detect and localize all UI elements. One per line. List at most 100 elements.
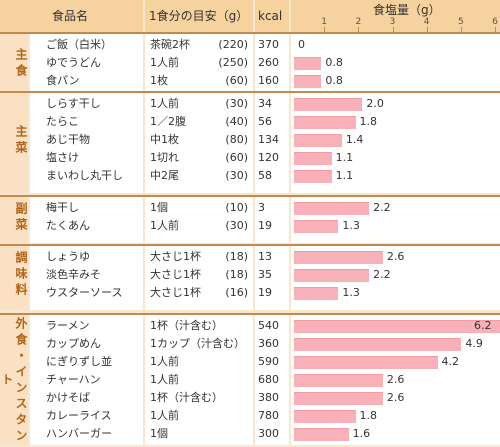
category-cell: 調味料 bbox=[0, 246, 28, 310]
salt-bar bbox=[294, 356, 438, 369]
group-column-cell bbox=[30, 197, 143, 243]
table-row: まいわし丸干し 中2尾 (30) 58 1.1 bbox=[0, 167, 500, 185]
table-row: ラーメン 1杯（汁含む） 540 6.2 bbox=[0, 317, 500, 335]
group-column-cell bbox=[145, 315, 253, 445]
food-group: 主菜 しらす干し 1人前 (30) 34 2.0 たらこ 1／2腹 (40) 56 1.8 あじ干物中… bbox=[0, 91, 500, 193]
kcal-value: 3 bbox=[258, 201, 265, 214]
group-column-cell bbox=[255, 93, 289, 193]
table-row: しょうゆ 大さじ1杯 (18) 13 2.6 bbox=[0, 248, 500, 266]
salt-value: 1.3 bbox=[342, 286, 360, 299]
salt-bar bbox=[294, 116, 356, 129]
portion-grams: (60) bbox=[225, 151, 248, 164]
category-cell: 主食 bbox=[0, 34, 28, 98]
food-name: 梅干し bbox=[46, 201, 79, 214]
portion-text: 大さじ1杯 bbox=[150, 286, 201, 299]
category-label: 主食 bbox=[14, 48, 28, 80]
table-row: ウスターソース 大さじ1杯 (16) 19 1.3 bbox=[0, 284, 500, 302]
category-label: 調味料 bbox=[14, 251, 28, 299]
portion-text: 1人前 bbox=[150, 355, 179, 368]
header-kcal-cell: kcal bbox=[255, 0, 289, 32]
group-column-cell bbox=[255, 315, 289, 445]
salt-bar bbox=[294, 170, 332, 183]
header-food-cell: 食品名 bbox=[0, 0, 143, 32]
salt-value: 2.2 bbox=[373, 201, 391, 214]
salt-bar bbox=[294, 320, 500, 333]
header-portion-cell: 1食分の目安（g） bbox=[145, 0, 253, 32]
food-name: ウスターソース bbox=[46, 286, 123, 299]
category-label: 副菜 bbox=[14, 202, 28, 234]
salt-value: 2.6 bbox=[386, 373, 405, 386]
portion-text: 茶碗2杯 bbox=[150, 38, 190, 51]
salt-value: 0 bbox=[298, 38, 305, 51]
portion-text: 1人前 bbox=[150, 219, 179, 232]
salt-bar bbox=[294, 98, 363, 111]
group-column-cell bbox=[30, 34, 143, 98]
food-group: 副菜 梅干し 1個 (10) 3 2.2 たくあん 1人前 (30) 19 1.3 bbox=[0, 195, 500, 243]
portion-grams: (220) bbox=[218, 38, 248, 51]
portion-grams: (60) bbox=[225, 74, 248, 87]
kcal-value: 35 bbox=[258, 268, 272, 281]
portion-text: 1杯（汁含む） bbox=[150, 319, 223, 332]
group-column-cell bbox=[145, 246, 253, 310]
salt-bar bbox=[294, 202, 370, 215]
axis-tick-label: 1 bbox=[321, 17, 328, 27]
kcal-value: 56 bbox=[258, 115, 272, 128]
group-column-cell bbox=[291, 34, 500, 98]
header-kcal: kcal bbox=[258, 9, 283, 23]
portion-grams: (10) bbox=[225, 201, 248, 214]
portion-grams: (30) bbox=[225, 169, 248, 182]
axis-tick bbox=[426, 27, 428, 32]
portion-text: 1枚 bbox=[150, 74, 168, 87]
food-name: ラーメン bbox=[46, 319, 90, 332]
salt-value: 4.2 bbox=[441, 355, 460, 368]
group-column-cell bbox=[255, 197, 289, 243]
table-row: たくあん 1人前 (30) 19 1.3 bbox=[0, 217, 500, 235]
food-name: カップめん bbox=[46, 337, 101, 350]
kcal-value: 34 bbox=[258, 97, 272, 110]
axis-tick bbox=[392, 27, 394, 32]
salt-bar bbox=[294, 410, 356, 423]
salt-value: 1.8 bbox=[359, 409, 378, 422]
portion-text: 1／2腹 bbox=[150, 115, 186, 128]
salt-bar bbox=[294, 152, 332, 165]
food-name: カレーライス bbox=[46, 409, 112, 422]
kcal-value: 160 bbox=[258, 74, 279, 87]
portion-text: 1人前 bbox=[150, 373, 179, 386]
table-row: 淡色辛みそ 大さじ1杯 (18) 35 2.2 bbox=[0, 266, 500, 284]
salt-value: 4.9 bbox=[465, 337, 483, 350]
portion-text: 1カップ（汁含む） bbox=[150, 337, 245, 350]
table-row: ご飯（白米） 茶碗2杯 (220) 370 0 bbox=[0, 36, 500, 54]
portion-grams: (16) bbox=[225, 286, 248, 299]
table-row: チャーハン 1人前 680 2.6 bbox=[0, 371, 500, 389]
food-group: 外食・インスタント ラーメン 1杯（汁含む） 540 6.2 カップめん 1カップ（汁含む）… bbox=[0, 313, 500, 445]
axis-tick bbox=[460, 27, 462, 32]
portion-text: 中2尾 bbox=[150, 169, 179, 182]
salt-bar bbox=[294, 75, 322, 88]
salt-bar bbox=[294, 428, 349, 441]
portion-grams: (30) bbox=[225, 97, 248, 110]
header-salt-cell: 食塩量（g） bbox=[291, 0, 500, 32]
group-column-cell bbox=[255, 34, 289, 98]
portion-grams: (18) bbox=[225, 268, 248, 281]
food-name: ご飯（白米） bbox=[46, 38, 112, 51]
portion-text: 1杯（汁含む） bbox=[150, 391, 223, 404]
food-name: ハンバーガー bbox=[46, 427, 112, 440]
table-row: 梅干し 1個 (10) 3 2.2 bbox=[0, 199, 500, 217]
axis-tick-label: 3 bbox=[389, 17, 396, 27]
salt-value: 6.2 bbox=[474, 319, 492, 332]
salt-value: 2.0 bbox=[366, 97, 384, 110]
portion-text: 1人前 bbox=[150, 56, 179, 69]
food-group: 調味料 しょうゆ 大さじ1杯 (18) 13 2.6 淡色辛みそ 大さじ1杯 (18) 35 2.2… bbox=[0, 244, 500, 310]
kcal-value: 540 bbox=[258, 319, 279, 332]
header-salt: 食塩量（g） bbox=[373, 3, 441, 17]
salt-value: 0.8 bbox=[325, 74, 343, 87]
salt-bar bbox=[294, 374, 383, 387]
kcal-value: 19 bbox=[258, 286, 272, 299]
salt-value: 1.8 bbox=[359, 115, 378, 128]
food-name: 塩さけ bbox=[46, 151, 79, 164]
category-cell: 外食・インスタント bbox=[0, 315, 28, 445]
kcal-value: 360 bbox=[258, 337, 279, 350]
header-portion: 1食分の目安（g） bbox=[149, 9, 249, 23]
table-row: かけそば 1杯（汁含む） 380 2.6 bbox=[0, 389, 500, 407]
table-row: 食パン 1枚 (60) 160 0.8 bbox=[0, 72, 500, 90]
